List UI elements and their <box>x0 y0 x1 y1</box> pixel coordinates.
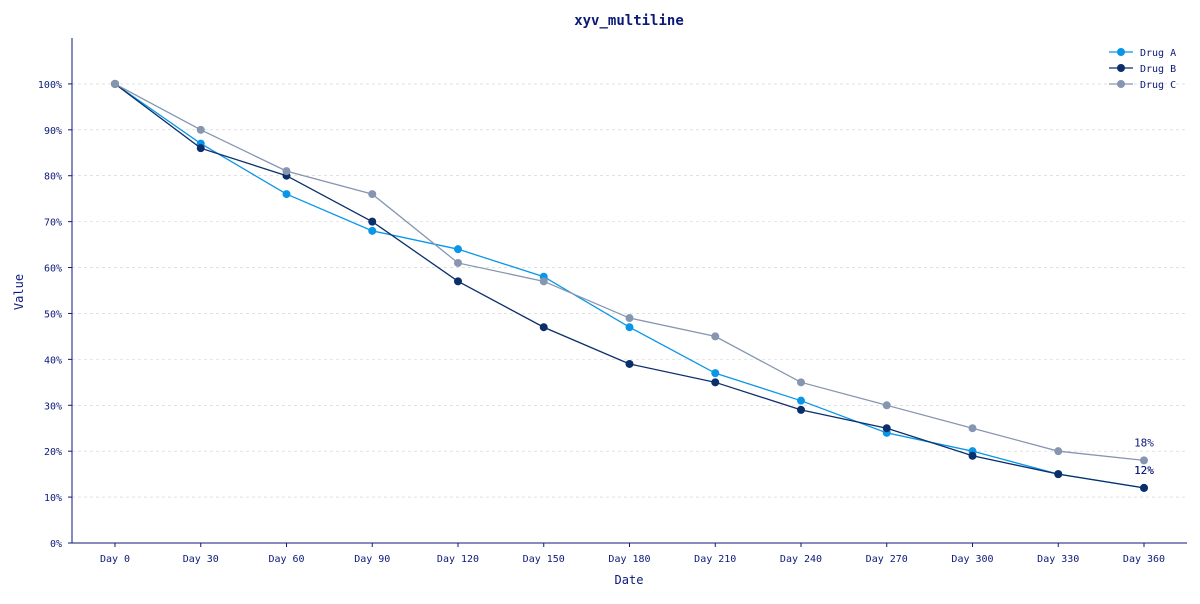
data-point <box>368 190 377 199</box>
data-point <box>282 190 291 199</box>
data-point <box>625 359 634 368</box>
data-point <box>454 277 462 286</box>
y-tick-label: 20% <box>44 447 62 458</box>
y-axis-label: Value <box>12 274 26 310</box>
x-ticks: Day 0 Day 30 Day 60 Day 90 Day 120 Day 150 Day… <box>100 543 1165 565</box>
x-tick-label: Day 360 <box>1123 554 1165 565</box>
y-tick-label: 30% <box>44 401 62 412</box>
data-point <box>625 323 634 332</box>
data-point <box>1140 456 1148 465</box>
data-point <box>539 277 548 286</box>
data-point <box>968 451 977 460</box>
data-point <box>711 369 720 378</box>
data-point <box>968 424 977 433</box>
end-labels: 12%12%18% <box>1134 436 1154 477</box>
x-tick-label: Day 210 <box>694 554 736 565</box>
y-tick-label: 100% <box>38 80 62 91</box>
legend-item: Drug C <box>1109 80 1176 91</box>
data-point <box>1054 470 1063 479</box>
series-drug-a <box>111 79 1148 492</box>
y-tick-label: 40% <box>44 355 62 366</box>
grid <box>72 83 1187 498</box>
x-tick-label: Day 120 <box>437 554 479 565</box>
y-tick-label: 60% <box>44 264 62 275</box>
x-tick-label: Day 60 <box>268 554 304 565</box>
data-point <box>196 125 205 134</box>
series-line <box>114 83 1145 462</box>
legend-item: Drug B <box>1109 64 1176 75</box>
data-point <box>539 323 548 332</box>
x-tick-label: Day 30 <box>183 554 219 565</box>
x-tick-label: Day 300 <box>951 554 993 565</box>
legend-swatch-marker <box>1117 80 1125 88</box>
series-line <box>114 83 1145 489</box>
data-point <box>797 378 805 387</box>
series-line <box>114 83 1145 489</box>
y-tick-label: 80% <box>44 172 62 183</box>
data-point <box>1054 447 1063 456</box>
end-label: 12% <box>1134 464 1154 477</box>
legend-label: Drug A <box>1140 48 1176 59</box>
y-tick-label: 10% <box>44 493 62 504</box>
data-point <box>454 258 462 267</box>
data-point <box>882 401 891 410</box>
y-tick-label: 50% <box>44 309 62 320</box>
x-tick-label: Day 90 <box>354 554 390 565</box>
y-tick-label: 90% <box>44 126 62 137</box>
legend-item: Drug A <box>1109 48 1176 59</box>
chart-title: xyv_multiline <box>574 13 684 29</box>
data-point <box>797 396 805 405</box>
axes <box>71 38 1187 544</box>
legend-label: Drug C <box>1140 80 1176 91</box>
legend-swatch-marker <box>1117 64 1125 72</box>
legend-swatch-marker <box>1117 48 1125 56</box>
data-point <box>711 378 720 387</box>
end-label: 18% <box>1134 436 1154 449</box>
data-point <box>454 245 462 254</box>
x-tick-label: Day 240 <box>780 554 822 565</box>
data-point <box>711 332 720 341</box>
data-point <box>882 424 891 433</box>
series-drug-b <box>111 79 1148 492</box>
data-point <box>368 226 377 235</box>
x-tick-label: Day 180 <box>608 554 650 565</box>
y-ticks: 0% 10% 20% 30% 40% 50% 60% 70% 80% 90% 100% <box>38 80 72 550</box>
y-tick-label: 0% <box>50 539 62 550</box>
x-tick-label: Day 330 <box>1037 554 1079 565</box>
data-point <box>111 79 119 88</box>
data-point <box>1140 483 1148 492</box>
series-group <box>111 79 1148 492</box>
data-point <box>196 144 205 153</box>
x-tick-label: Day 150 <box>523 554 565 565</box>
x-tick-label: Day 270 <box>866 554 908 565</box>
x-axis-label: Date <box>615 573 644 587</box>
data-point <box>625 314 634 323</box>
legend: Drug A Drug B Drug C <box>1109 48 1176 91</box>
series-drug-c <box>111 79 1148 465</box>
legend-label: Drug B <box>1140 64 1176 75</box>
end-label: 12% <box>1134 464 1154 477</box>
data-point <box>368 217 377 226</box>
y-tick-label: 70% <box>44 218 62 229</box>
x-tick-label: Day 0 <box>100 554 130 565</box>
data-point <box>282 167 291 176</box>
data-point <box>797 405 805 414</box>
